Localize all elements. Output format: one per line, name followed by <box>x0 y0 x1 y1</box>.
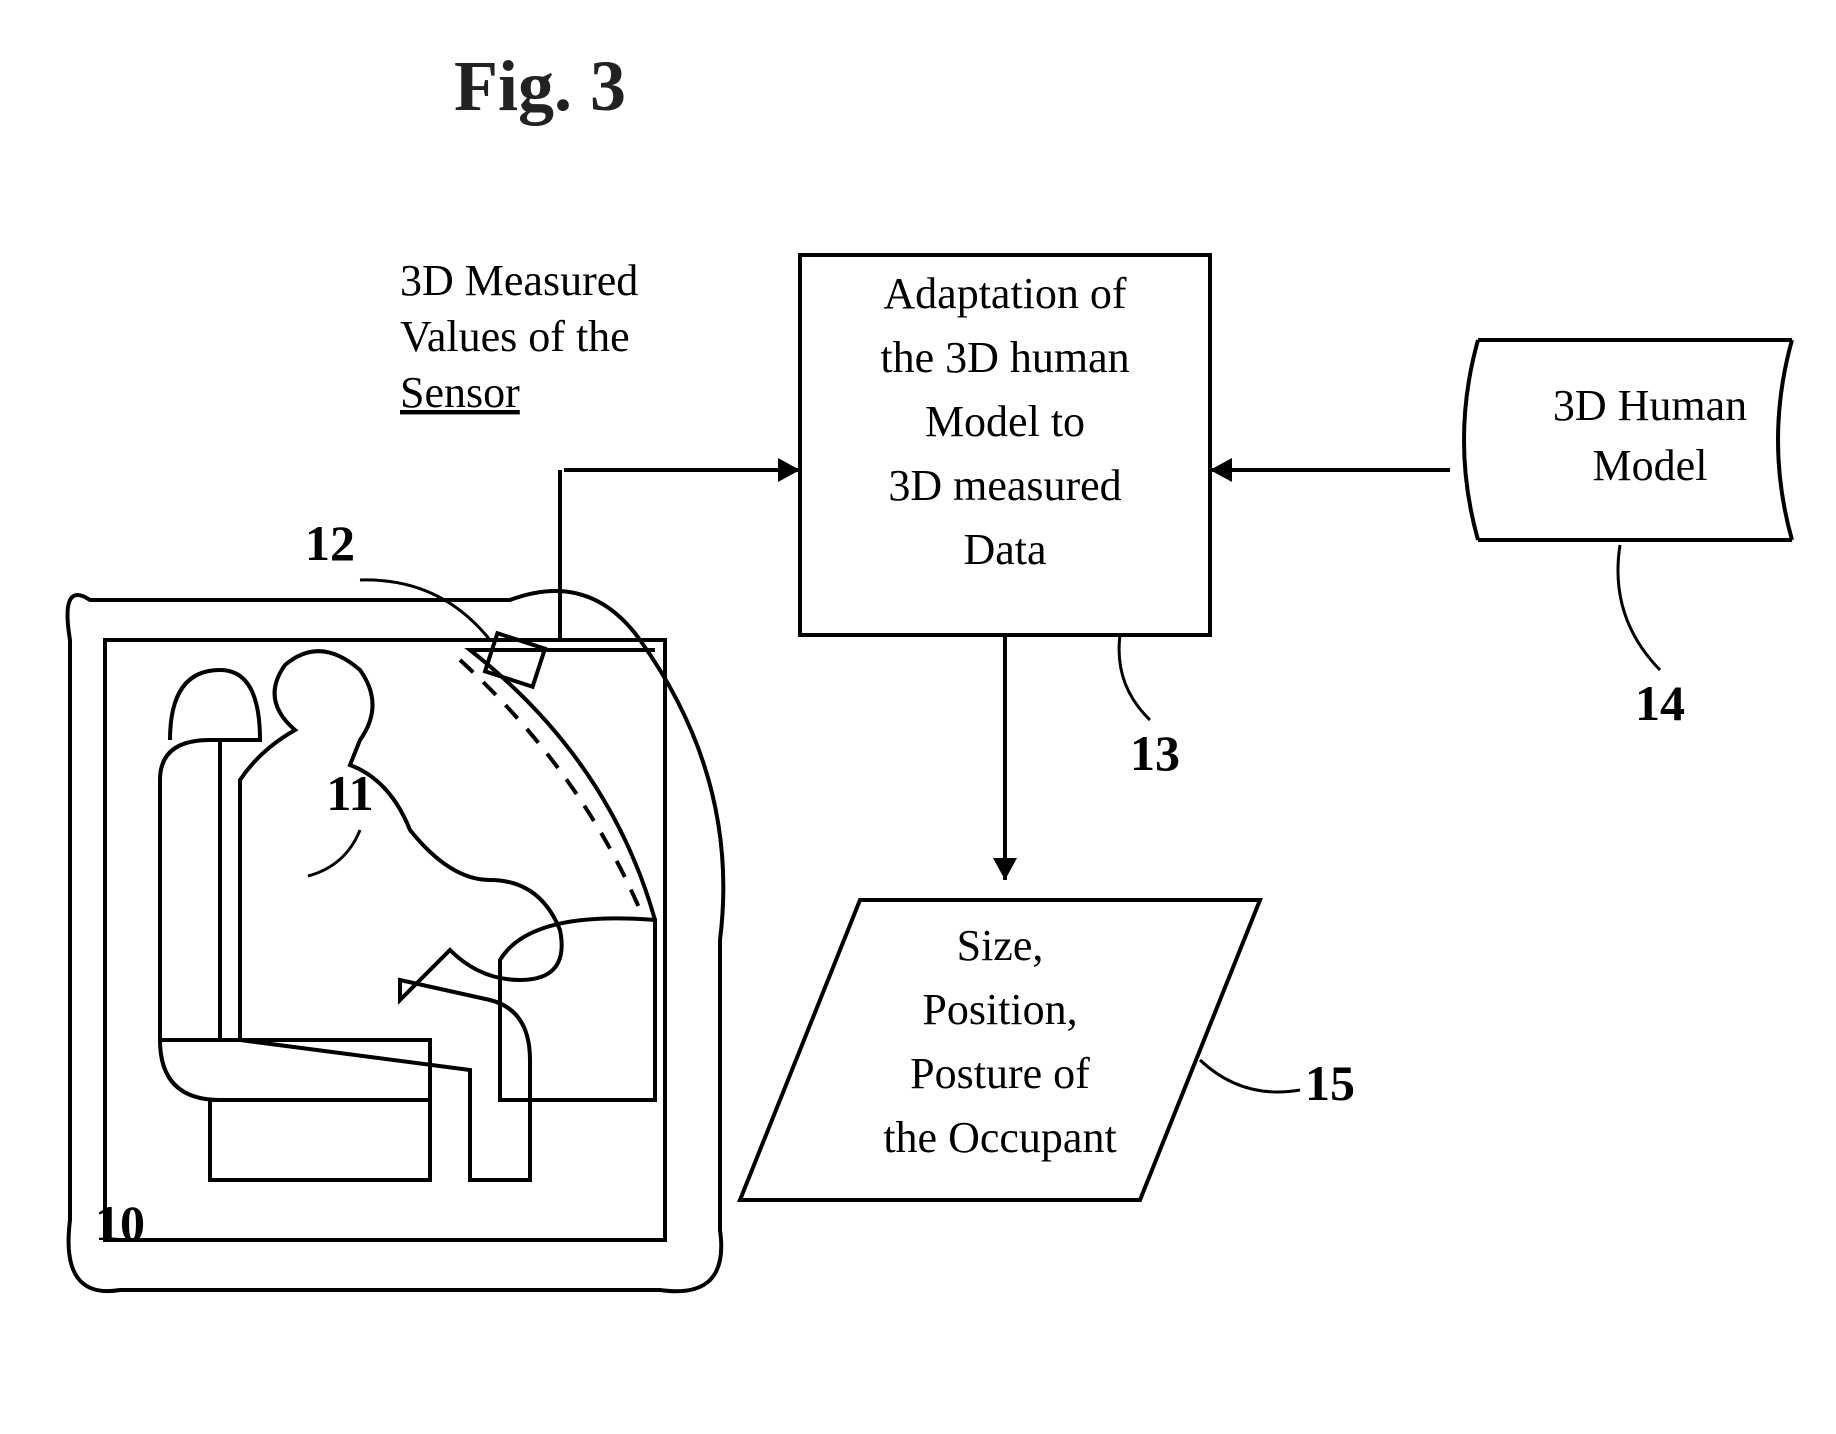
human-model-store: 3D Human Model <box>1464 340 1792 540</box>
refnum-12: 12 <box>305 515 355 571</box>
adaptation-process-box: Adaptation of the 3D human Model to 3D meas… <box>800 255 1210 635</box>
refnum-10: 10 <box>95 1195 145 1251</box>
svg-text:3D Measured: 3D Measured <box>400 256 638 305</box>
figure-title: Fig. 3 <box>454 46 626 126</box>
svg-text:Model to: Model to <box>925 397 1085 446</box>
refnum-11: 11 <box>326 765 373 821</box>
svg-text:Sensor: Sensor <box>400 368 520 417</box>
svg-text:Size,: Size, <box>957 921 1044 970</box>
svg-text:3D measured: 3D measured <box>888 461 1121 510</box>
refnum-13: 13 <box>1130 725 1180 781</box>
svg-text:Posture of: Posture of <box>910 1049 1090 1098</box>
svg-text:Model: Model <box>1593 441 1708 490</box>
refnum-14: 14 <box>1635 675 1685 731</box>
svg-text:Adaptation of: Adaptation of <box>883 269 1127 318</box>
vehicle-interior <box>68 470 724 1291</box>
sensor-values-label: 3D Measured Values of the Sensor <box>400 256 638 417</box>
svg-text:3D Human: 3D Human <box>1553 381 1747 430</box>
svg-text:the 3D human: the 3D human <box>880 333 1129 382</box>
svg-text:Values of the: Values of the <box>400 312 630 361</box>
svg-text:Position,: Position, <box>922 985 1077 1034</box>
output-parallelogram: Size, Position, Posture of the Occupant <box>740 900 1260 1200</box>
svg-text:the Occupant: the Occupant <box>883 1113 1116 1162</box>
svg-text:Data: Data <box>963 525 1046 574</box>
refnum-15: 15 <box>1305 1055 1355 1111</box>
